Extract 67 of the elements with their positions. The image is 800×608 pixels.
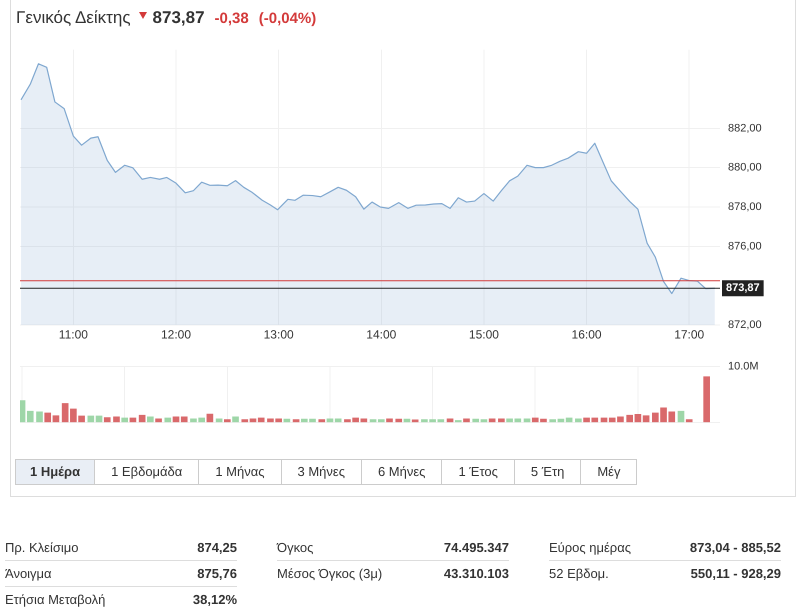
bar (642, 415, 650, 422)
bar (575, 418, 582, 422)
text: 52 Εβδομ. (549, 565, 609, 583)
bar (386, 418, 393, 422)
bar (284, 418, 290, 422)
x-tick-label: 14:00 (366, 328, 397, 342)
bar (232, 416, 239, 422)
bar (216, 418, 222, 422)
bar (121, 418, 128, 422)
bar (155, 418, 162, 422)
x-tick-label: 15:00 (468, 328, 500, 342)
text: -0,38 (214, 10, 249, 27)
bar (524, 418, 530, 422)
text: 874,25 (197, 539, 237, 557)
bar (164, 418, 172, 422)
bar (138, 414, 146, 422)
ref-line-label: 873,87 (726, 282, 760, 294)
text: 6 Μήνες (360, 460, 442, 484)
x-tick-label: 11:00 (58, 328, 88, 342)
text: 1 Εβδομάδα (94, 460, 198, 484)
x-tick-label: 12:00 (160, 328, 192, 342)
x-tick-label: 13:00 (264, 328, 294, 342)
chart-title: Γενικός Δείκτης (16, 8, 131, 28)
bar (36, 411, 43, 422)
bar (147, 416, 154, 422)
text: Άνοιγμα (5, 565, 52, 583)
text: 43.310.103 (444, 565, 509, 583)
text: Πρ. Κλείσιμο (5, 539, 78, 557)
bar (404, 418, 410, 422)
y-tick-label: 10.0M (728, 360, 759, 373)
bar (463, 418, 470, 422)
y-tick-label: 872,00 (728, 319, 762, 332)
bar (113, 416, 120, 422)
bar (412, 420, 418, 422)
text: 5 Έτη (514, 460, 580, 484)
y-tick-label: 878,00 (728, 201, 762, 214)
x-tick-label: 16:00 (572, 328, 602, 342)
bar (678, 410, 684, 422)
bar (488, 418, 496, 422)
text: 74.495.347 (444, 539, 509, 557)
y-tick-label: 876,00 (728, 240, 762, 252)
bar (498, 418, 505, 422)
text: 3 Μήνες (280, 460, 361, 484)
text: (-0,04%) (258, 10, 316, 27)
y-tick-label: 882,00 (728, 122, 762, 134)
text: Εύρος ημέρας (549, 539, 631, 557)
bar (206, 414, 214, 422)
x-tick-label: 17:00 (674, 328, 705, 342)
text: 875,76 (197, 565, 237, 583)
text: 1 Ημέρα (16, 460, 94, 484)
text: Όγκος (277, 539, 314, 557)
bar (78, 416, 85, 422)
text: 873,04 - 885,52 (690, 539, 781, 557)
bar (395, 418, 402, 422)
text: Μέγ (580, 460, 636, 484)
bar (566, 418, 572, 422)
y-tick-label: 880,00 (728, 162, 762, 174)
bar (446, 418, 454, 422)
text: 873,87 (152, 8, 205, 28)
bar (130, 418, 136, 422)
text: 1 Έτος (441, 460, 514, 484)
text: 38,12% (192, 591, 237, 608)
text: 1 Μήνας (198, 460, 280, 484)
bar (703, 376, 710, 422)
text: 550,11 - 928,29 (690, 565, 781, 583)
text: Ετήσια Μεταβολή (5, 591, 106, 608)
text: Μέσος Όγκος (3μ) (277, 565, 382, 583)
